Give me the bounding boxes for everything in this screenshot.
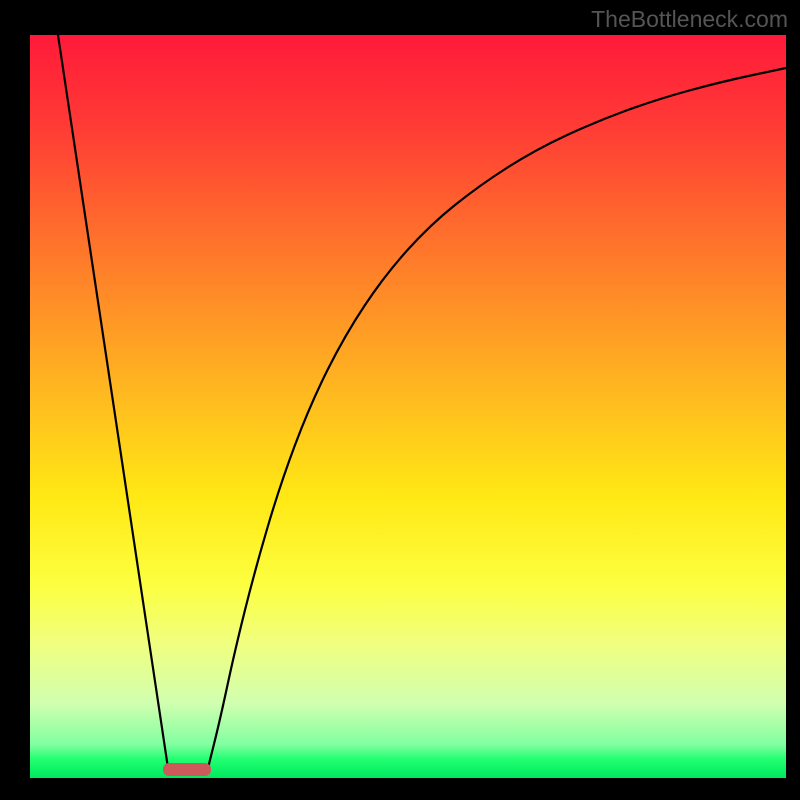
plot-area [30, 35, 786, 778]
chart-container: TheBottleneck.com [0, 0, 800, 800]
valley-marker [163, 763, 211, 776]
watermark-text: TheBottleneck.com [591, 6, 788, 33]
bottleneck-chart [0, 0, 800, 800]
